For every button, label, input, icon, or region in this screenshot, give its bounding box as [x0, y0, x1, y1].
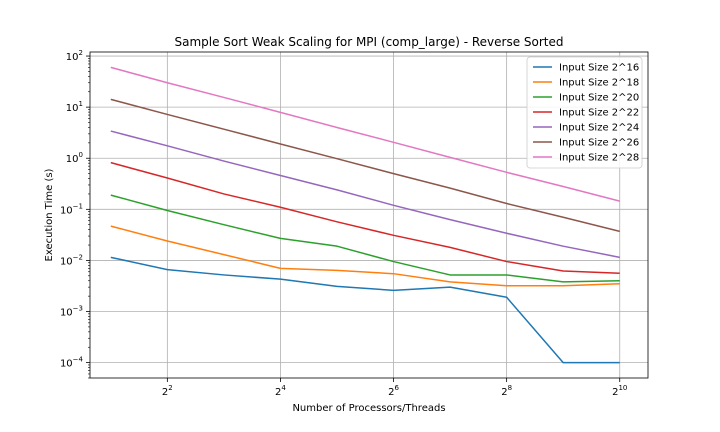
y-tick-base: 10	[66, 154, 79, 165]
series-line-2	[110, 225, 620, 287]
legend-label: Input Size 2^28	[559, 153, 639, 164]
x-tick-base: 2	[388, 387, 394, 398]
y-tick-exponent: 0	[79, 151, 83, 159]
y-tick-label: 10−1	[60, 202, 83, 216]
y-tick-label: 100	[66, 151, 83, 165]
legend-label: Input Size 2^22	[559, 108, 639, 119]
series-line-7	[110, 66, 620, 202]
x-tick-exponent: 6	[394, 384, 399, 392]
legend-label: Input Size 2^20	[559, 93, 639, 104]
x-tick-label: 28	[501, 384, 512, 398]
series-line-5	[110, 130, 620, 259]
legend-label: Input Size 2^26	[559, 138, 639, 149]
y-tick-base: 10	[66, 103, 79, 114]
x-tick-base: 2	[162, 387, 168, 398]
x-tick-exponent: 4	[281, 384, 286, 392]
y-tick-base: 10	[66, 52, 79, 63]
y-tick-base: 10	[60, 359, 73, 370]
plot-frame	[89, 51, 649, 379]
x-tick-exponent: 8	[508, 384, 512, 392]
legend-label: Input Size 2^18	[559, 78, 639, 89]
x-tick-label: 210	[612, 384, 627, 398]
y-tick-exponent: −4	[73, 356, 84, 364]
series-line-1	[110, 256, 620, 364]
y-tick-exponent: −2	[73, 253, 83, 261]
y-tick-label: 10−4	[60, 356, 84, 370]
chart-title: Sample Sort Weak Scaling for MPI (comp_l…	[174, 35, 563, 49]
x-tick-exponent: 10	[618, 384, 627, 392]
y-tick-base: 10	[60, 205, 73, 216]
y-tick-base: 10	[60, 256, 73, 267]
x-tick-label: 26	[388, 384, 399, 398]
x-tick-label: 24	[275, 384, 286, 398]
y-tick-label: 10−3	[60, 305, 83, 319]
x-tick-base: 2	[612, 387, 618, 398]
x-tick-exponent: 2	[168, 384, 172, 392]
x-axis-label: Number of Processors/Threads	[292, 403, 445, 414]
legend: Input Size 2^16 Input Size 2^18 Input Size…	[526, 56, 643, 169]
y-tick-exponent: −1	[73, 202, 83, 210]
y-tick-label: 101	[66, 100, 83, 114]
legend-label: Input Size 2^16	[559, 63, 639, 74]
legend-box	[526, 56, 643, 169]
series-line-3	[110, 194, 620, 283]
legend-label: Input Size 2^24	[559, 123, 639, 134]
series-line-4	[110, 161, 620, 275]
x-tick-base: 2	[275, 387, 281, 398]
x-tick-base: 2	[501, 387, 507, 398]
series-lines	[110, 66, 620, 364]
y-tick-base: 10	[60, 308, 73, 319]
series-line-6	[110, 98, 620, 233]
y-tick-exponent: 1	[79, 100, 83, 108]
y-tick-label: 102	[66, 49, 83, 63]
y-tick-exponent: −3	[73, 305, 83, 313]
x-tick-label: 22	[162, 384, 173, 398]
y-tick-label: 10−2	[60, 253, 83, 267]
y-axis-label: Execution Time (s)	[44, 168, 55, 261]
y-tick-exponent: 2	[79, 49, 83, 57]
